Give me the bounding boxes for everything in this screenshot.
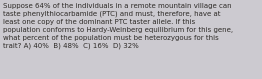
Text: Suppose 64% of the individuals in a remote mountain village can
taste phenylthio: Suppose 64% of the individuals in a remo… xyxy=(3,3,233,49)
